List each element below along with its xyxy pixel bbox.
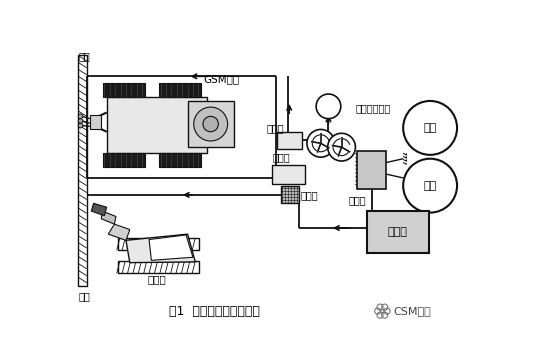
Bar: [90, 115, 101, 129]
Circle shape: [403, 101, 457, 155]
Polygon shape: [126, 234, 195, 263]
Text: 水泥: 水泥: [424, 123, 437, 133]
Text: 空压机: 空压机: [272, 152, 290, 162]
Bar: [78, 55, 87, 286]
Circle shape: [78, 123, 83, 128]
Circle shape: [307, 130, 334, 157]
Bar: [277, 132, 302, 149]
Bar: [118, 238, 199, 250]
Text: 水泥: 水泥: [424, 181, 437, 191]
Bar: [103, 83, 145, 97]
Bar: [118, 261, 199, 274]
Text: 挖掘机: 挖掘机: [147, 274, 166, 284]
Text: 水泥浆搅拌桶: 水泥浆搅拌桶: [355, 104, 391, 114]
Polygon shape: [149, 235, 193, 260]
Circle shape: [316, 94, 341, 119]
Circle shape: [328, 133, 355, 161]
Circle shape: [78, 119, 83, 123]
Text: 混合器: 混合器: [348, 195, 366, 205]
Text: GSM钻机: GSM钻机: [203, 75, 239, 84]
Text: 图1  设备施工平面概化图: 图1 设备施工平面概化图: [169, 305, 260, 318]
Text: 输送泵: 输送泵: [266, 123, 284, 133]
Bar: [103, 153, 145, 167]
Text: 墙体: 墙体: [78, 51, 90, 61]
Bar: [188, 101, 234, 147]
Bar: [159, 153, 201, 167]
Text: 泥浆车: 泥浆车: [388, 227, 408, 237]
Circle shape: [203, 116, 218, 132]
Bar: [281, 186, 299, 203]
Polygon shape: [101, 211, 116, 224]
Bar: [357, 151, 386, 189]
Text: 沟槽: 沟槽: [78, 291, 90, 301]
Bar: [367, 211, 429, 253]
Text: CSM工法: CSM工法: [393, 306, 431, 316]
Bar: [272, 165, 304, 184]
Circle shape: [78, 114, 83, 119]
Polygon shape: [108, 224, 130, 240]
Circle shape: [403, 159, 457, 213]
Polygon shape: [91, 203, 106, 216]
Text: 胶管泵: 胶管泵: [301, 190, 318, 200]
Circle shape: [194, 107, 227, 141]
Bar: [159, 83, 201, 97]
Bar: [106, 97, 207, 153]
